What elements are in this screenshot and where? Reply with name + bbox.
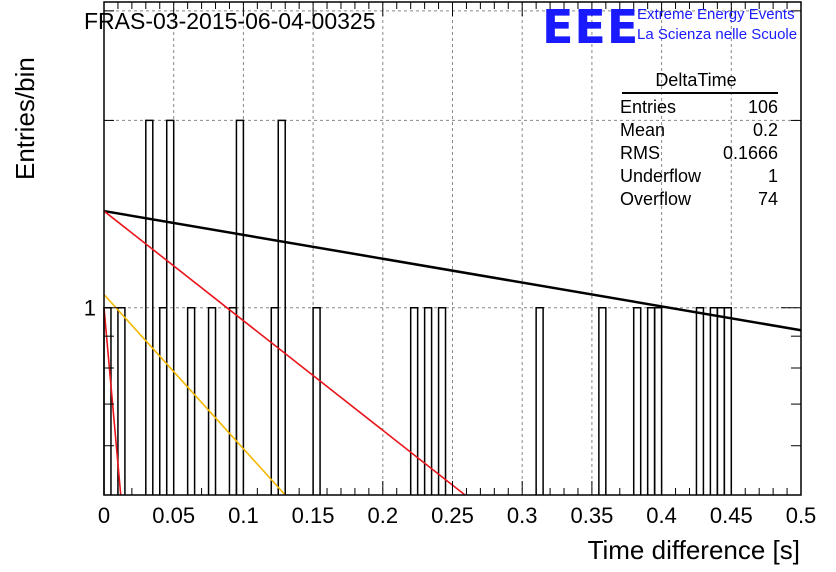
stats-value: 1	[767, 166, 778, 186]
x-tick-label: 0.05	[152, 503, 195, 528]
histogram-bin	[598, 306, 607, 495]
histogram-bin	[723, 306, 733, 495]
stats-divider	[622, 92, 778, 94]
stats-row-underflow: Underflow 1	[608, 165, 778, 188]
histogram-bin	[145, 119, 154, 495]
histogram-bin	[646, 306, 656, 495]
plot-title: FRAS-03-2015-06-04-00325	[84, 8, 376, 34]
fit-curves	[103, 209, 802, 496]
stats-box: DeltaTime Entries 106 Mean 0.2 RMS 0.1666 U…	[608, 70, 778, 211]
stats-value: 106	[747, 97, 778, 117]
stats-row-overflow: Overflow 74	[608, 188, 778, 211]
histogram-bin	[716, 306, 726, 495]
stats-value: 74	[757, 189, 778, 209]
histogram-bin	[409, 306, 419, 495]
x-tick-label: 0.25	[431, 503, 474, 528]
x-tick-label: 0.4	[646, 503, 677, 528]
histogram-bin	[207, 306, 217, 495]
y-tick-labels: 1	[84, 296, 96, 321]
histogram-bin	[186, 306, 196, 495]
logo-line-1: Extreme Energy Events	[637, 6, 795, 23]
histogram-bin	[695, 306, 705, 495]
stats-row-rms: RMS 0.1666	[608, 142, 778, 165]
x-tick-label: 0.2	[368, 503, 399, 528]
fit-line	[103, 307, 122, 496]
stats-label: Underflow	[620, 166, 702, 186]
x-tick-label: 0.1	[228, 503, 259, 528]
logo-line-2: La Scienza nelle Scuole	[637, 26, 798, 43]
x-tick-labels: 0 0.05 0.1 0.15 0.2 0.25 0.3 0.35 0.4 0.45 0.5	[98, 503, 816, 528]
histogram-bin	[165, 119, 175, 495]
histogram-bin	[653, 306, 663, 495]
histogram-bars	[103, 119, 733, 495]
y-tick-label: 1	[84, 296, 96, 321]
y-axis-label: Entries/bin	[10, 57, 40, 180]
stats-title: DeltaTime	[655, 70, 737, 90]
x-tick-label: 0.5	[786, 503, 817, 528]
stats-label: Entries	[620, 97, 677, 117]
histogram-bin	[423, 306, 433, 495]
histogram-bin	[535, 306, 544, 495]
stats-row-mean: Mean 0.2	[608, 119, 778, 142]
axes-frame	[103, 1, 802, 496]
histogram-bin	[235, 119, 245, 495]
histogram-bin	[312, 306, 321, 495]
histogram-bin	[277, 119, 286, 495]
stats-label: RMS	[620, 143, 660, 163]
histogram-bin	[709, 306, 719, 495]
stats-value: 0.1666	[722, 143, 778, 163]
eee-logo: EEE Extreme Energy Events La Scienza nel…	[542, 0, 797, 54]
logo-mark: EEE	[542, 0, 640, 54]
histogram-bin	[437, 306, 447, 495]
x-axis-label: Time difference [s]	[587, 535, 800, 565]
histogram-bin	[159, 306, 168, 495]
x-tick-label: 0.35	[570, 503, 613, 528]
fit-line	[103, 209, 802, 332]
x-tick-label: 0.3	[507, 503, 538, 528]
x-tick-label: 0.15	[292, 503, 335, 528]
x-tick-label: 0.45	[710, 503, 753, 528]
histogram-bin	[228, 306, 238, 495]
fit-line	[103, 293, 286, 496]
fit-line	[103, 210, 466, 496]
histogram-bin	[632, 306, 642, 495]
stats-label: Overflow	[620, 189, 692, 209]
histogram-bin	[270, 306, 279, 495]
x-tick-label: 0	[98, 503, 110, 528]
stats-label: Mean	[620, 120, 666, 140]
stats-row-entries: Entries 106	[608, 96, 778, 119]
stats-value: 0.2	[752, 120, 778, 140]
